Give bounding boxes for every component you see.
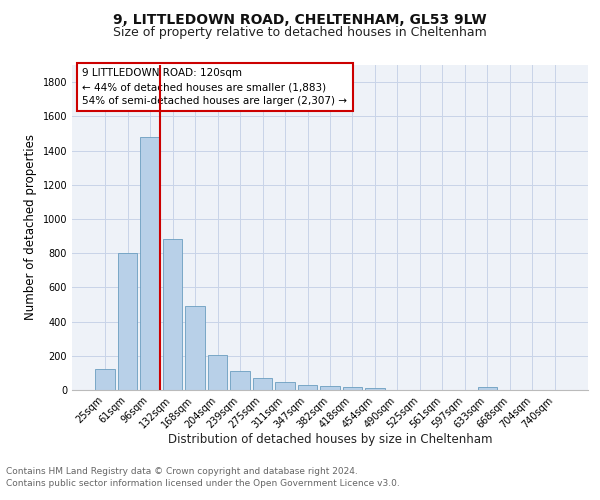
Bar	[118, 253, 137, 390]
Bar	[253, 378, 272, 390]
Text: 9 LITTLEDOWN ROAD: 120sqm
← 44% of detached houses are smaller (1,883)
54% of se: 9 LITTLEDOWN ROAD: 120sqm ← 44% of detac…	[82, 68, 347, 106]
Bar	[140, 137, 160, 390]
Bar	[365, 388, 385, 390]
Bar	[343, 387, 362, 390]
Bar	[275, 382, 295, 390]
Text: 9, LITTLEDOWN ROAD, CHELTENHAM, GL53 9LW: 9, LITTLEDOWN ROAD, CHELTENHAM, GL53 9LW	[113, 12, 487, 26]
Bar	[478, 388, 497, 390]
Text: Distribution of detached houses by size in Cheltenham: Distribution of detached houses by size …	[168, 432, 492, 446]
Text: Size of property relative to detached houses in Cheltenham: Size of property relative to detached ho…	[113, 26, 487, 39]
Bar	[320, 386, 340, 390]
Text: Contains HM Land Registry data © Crown copyright and database right 2024.: Contains HM Land Registry data © Crown c…	[6, 468, 358, 476]
Bar	[185, 306, 205, 390]
Bar	[95, 370, 115, 390]
Text: Contains public sector information licensed under the Open Government Licence v3: Contains public sector information licen…	[6, 479, 400, 488]
Bar	[208, 355, 227, 390]
Bar	[230, 371, 250, 390]
Y-axis label: Number of detached properties: Number of detached properties	[24, 134, 37, 320]
Bar	[163, 240, 182, 390]
Bar	[298, 384, 317, 390]
